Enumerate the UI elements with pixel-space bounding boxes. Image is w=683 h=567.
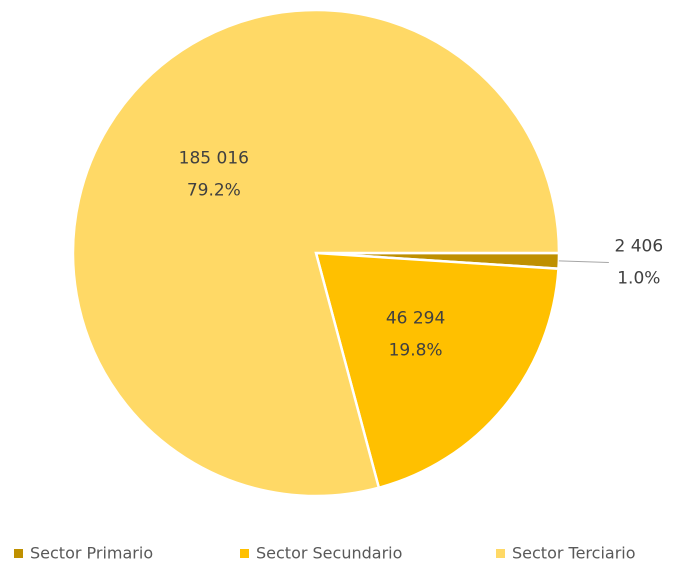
legend-label: Sector Primario <box>30 544 153 563</box>
legend-swatch <box>496 549 505 558</box>
leader-line <box>558 260 609 263</box>
data-label: 79.2% <box>187 181 241 201</box>
legend-swatch <box>14 549 23 558</box>
data-label: 2 406 <box>615 236 664 256</box>
data-label: 185 016 <box>179 149 249 169</box>
legend-label: Sector Terciario <box>512 544 636 563</box>
pie-slice <box>71 8 561 498</box>
legend-label: Sector Secundario <box>256 544 402 563</box>
data-label: 46 294 <box>386 309 445 329</box>
legend-swatch <box>240 549 249 558</box>
data-label: 1.0% <box>617 268 660 288</box>
data-label: 19.8% <box>389 341 443 361</box>
pie-slice <box>314 251 560 490</box>
